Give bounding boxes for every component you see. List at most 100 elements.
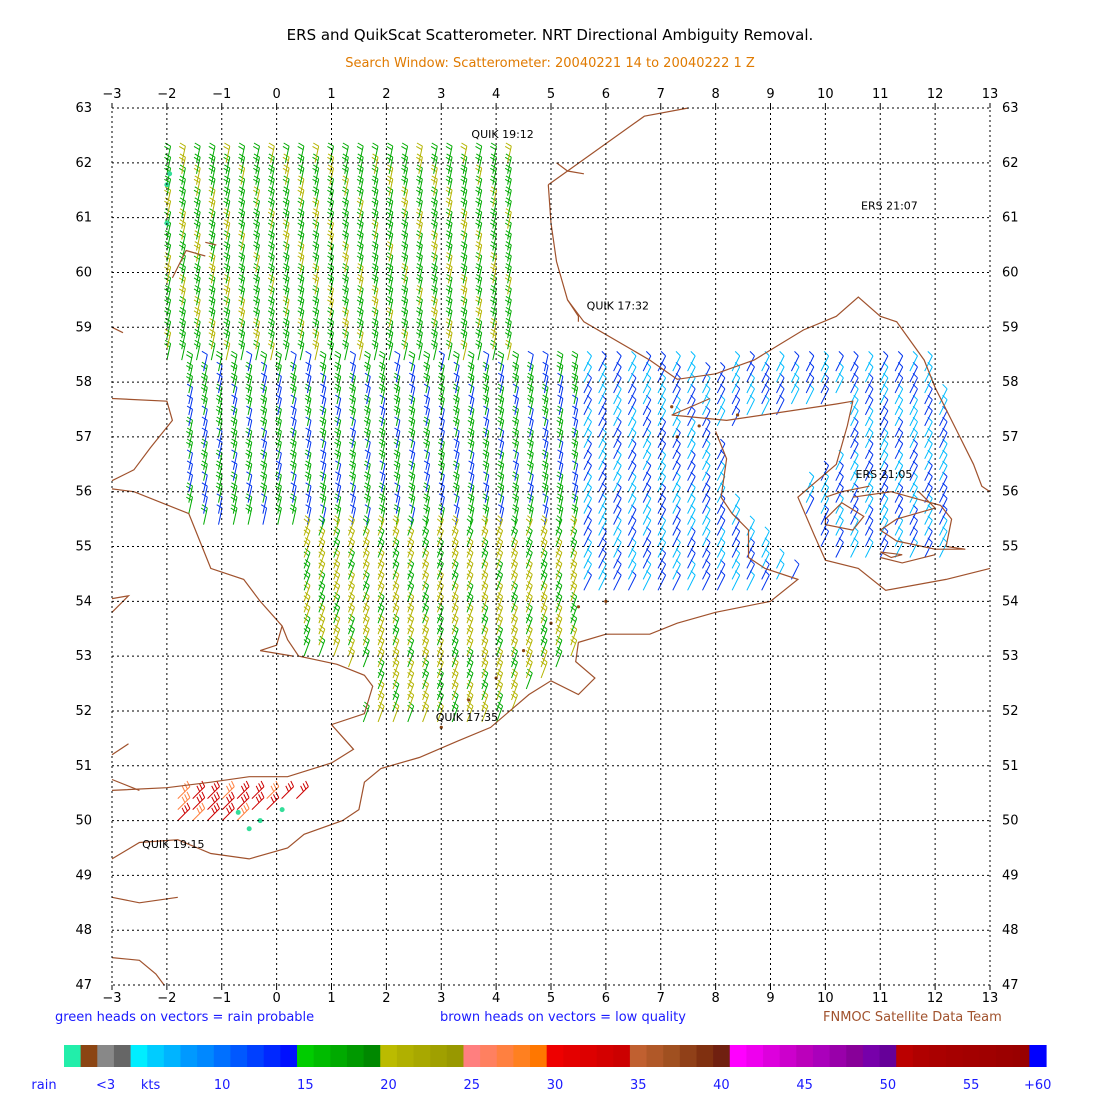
- wind-barb: [514, 496, 519, 514]
- wind-barb: [395, 409, 401, 427]
- wind-barb-flag: [407, 573, 413, 579]
- wind-barb: [496, 618, 504, 635]
- wind-barb-flag: [512, 624, 518, 630]
- wind-barb-flag: [510, 529, 517, 535]
- wind-barb: [333, 607, 341, 624]
- wind-barb-flag: [460, 178, 467, 183]
- wind-barb: [166, 189, 172, 207]
- wind-barb-flag: [431, 241, 438, 246]
- wind-vector-layer: [164, 142, 948, 832]
- wind-barb-flag: [408, 592, 415, 597]
- wind-barb-flag: [312, 167, 319, 173]
- wind-barb-flag: [363, 430, 370, 436]
- wind-barb-flag: [542, 471, 549, 476]
- wind-barb-flag: [260, 504, 267, 509]
- wind-barb: [333, 519, 341, 536]
- wind-barb-flag: [510, 595, 517, 600]
- wind-barb: [570, 640, 578, 657]
- coastline: [852, 491, 966, 550]
- wind-barb-flag: [303, 540, 310, 546]
- wind-barb-flag: [246, 416, 253, 421]
- wind-barb: [281, 786, 294, 799]
- wind-barb: [525, 519, 533, 536]
- wind-barb-flag: [253, 219, 260, 224]
- wind-barb-flag: [497, 387, 504, 392]
- wind-barb: [351, 376, 356, 394]
- wind-barb: [543, 485, 549, 503]
- wind-barb-flag: [422, 704, 428, 710]
- wind-barb-flag: [224, 142, 231, 147]
- wind-barb: [181, 178, 186, 196]
- wind-barb-flag: [438, 559, 444, 564]
- wind-barb-flag: [334, 430, 341, 436]
- wind-barb: [196, 255, 201, 273]
- wind-barb-flag: [186, 802, 191, 809]
- wind-barb: [348, 585, 355, 602]
- wind-barb: [642, 574, 652, 591]
- wind-barb-flag: [224, 252, 231, 257]
- wind-barb-flag: [377, 617, 384, 622]
- wind-barb-flag: [193, 222, 200, 227]
- wind-barb-flag: [409, 383, 416, 388]
- wind-barb-flag: [349, 570, 355, 575]
- wind-barb-flag: [260, 452, 267, 458]
- wind-barb-flag: [451, 551, 458, 557]
- wind-barb-flag: [394, 460, 401, 465]
- wind-barb-flag: [557, 372, 564, 377]
- wind-barb-flag: [468, 394, 475, 399]
- wind-barb: [306, 463, 312, 481]
- wind-barb: [344, 200, 349, 218]
- wind-barb-flag: [268, 328, 275, 334]
- wind-barb-flag: [378, 559, 385, 564]
- wind-barb-flag: [808, 351, 815, 357]
- wind-barb: [418, 222, 423, 240]
- wind-barb: [481, 563, 489, 580]
- wind-barb-flag: [342, 164, 349, 169]
- wind-barb: [299, 157, 305, 174]
- wind-barb-flag: [194, 306, 201, 312]
- wind-barb: [477, 277, 483, 295]
- wind-barb-flag: [267, 255, 274, 260]
- wind-barb-flag: [422, 551, 428, 557]
- wind-barb-flag: [372, 328, 379, 334]
- wind-barb: [321, 463, 327, 481]
- wind-barb-flag: [201, 394, 208, 399]
- wind-barb-flag: [490, 230, 497, 235]
- wind-barb: [203, 409, 208, 427]
- wind-barb-flag: [416, 189, 422, 194]
- wind-barb-flag: [512, 507, 518, 512]
- wind-barb: [540, 552, 548, 569]
- wind-barb: [613, 531, 622, 547]
- coastline: [111, 431, 800, 860]
- wind-barb: [573, 431, 579, 448]
- wind-barb: [716, 574, 726, 591]
- wind-barb-flag: [436, 672, 443, 677]
- wind-barb-flag: [178, 332, 185, 337]
- wind-barb-flag: [327, 156, 334, 162]
- wind-barb: [687, 498, 696, 514]
- wind-barb-flag: [320, 471, 327, 476]
- wind-barb-flag: [200, 452, 207, 458]
- wind-barb: [314, 189, 320, 207]
- wind-barb-flag: [238, 277, 245, 282]
- wind-barb-flag: [422, 562, 428, 568]
- wind-barb-flag: [253, 306, 260, 312]
- wind-barb: [909, 432, 918, 449]
- wind-barb: [850, 487, 859, 503]
- wind-barb: [702, 509, 711, 525]
- wind-barb: [306, 431, 312, 448]
- wind-barb: [507, 266, 512, 284]
- wind-barb: [240, 266, 246, 284]
- wind-barb: [924, 388, 933, 405]
- wind-barb-flag: [475, 200, 482, 205]
- wind-barb-flag: [431, 208, 438, 213]
- wind-barb-flag: [253, 164, 260, 169]
- wind-barb: [507, 146, 512, 163]
- wind-barb-flag: [356, 299, 363, 304]
- wind-barb-flag: [313, 186, 319, 191]
- wind-barb-flag: [186, 354, 193, 359]
- wind-barb: [377, 629, 385, 646]
- wind-barb: [484, 431, 490, 448]
- wind-barb-flag: [571, 624, 578, 630]
- wind-barb-flag: [267, 200, 274, 205]
